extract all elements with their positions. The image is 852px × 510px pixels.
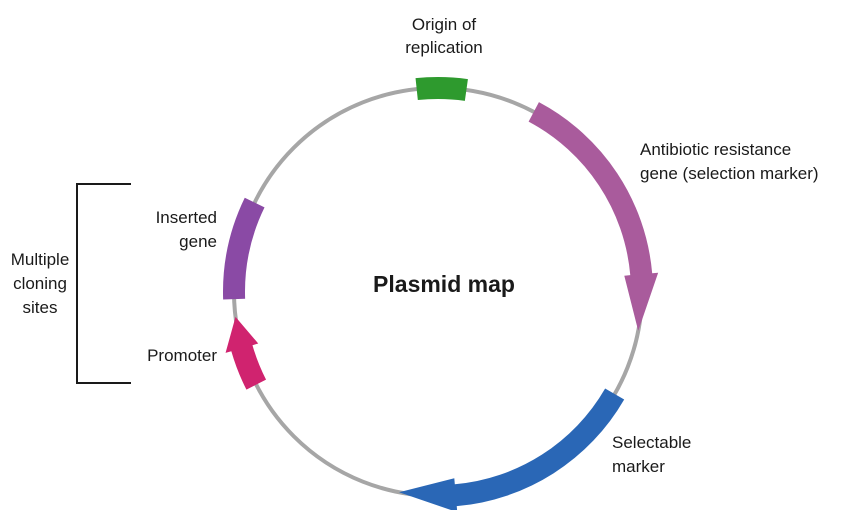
promoter-label: Promoter [147,346,217,365]
mcs-label-line-2: cloning [13,274,67,293]
inserted-label-line-2: gene [179,232,217,251]
diagram-title: Plasmid map [373,271,515,297]
selectable-label-line-2: marker [612,457,665,476]
inserted-label-line-1: Inserted [156,208,217,227]
origin-of-replication-segment [415,77,468,101]
antibiotic-label-line-1: Antibiotic resistance [640,140,791,159]
selectable-label-line-1: Selectable [612,433,691,452]
mcs-label-line-1: Multiple [11,250,70,269]
inserted-gene-segment [222,197,265,300]
promoter-arrow [225,316,267,390]
mcs-bracket [76,183,131,384]
antibiotic-label-line-2: gene (selection marker) [640,164,819,183]
mcs-label-line-3: sites [23,298,58,317]
origin-label-line-1: Origin of [412,15,477,34]
antibiotic-resistance-gene-arrow [528,102,659,331]
origin-label-line-2: replication [405,38,483,57]
selectable-marker-arrow [399,388,625,510]
